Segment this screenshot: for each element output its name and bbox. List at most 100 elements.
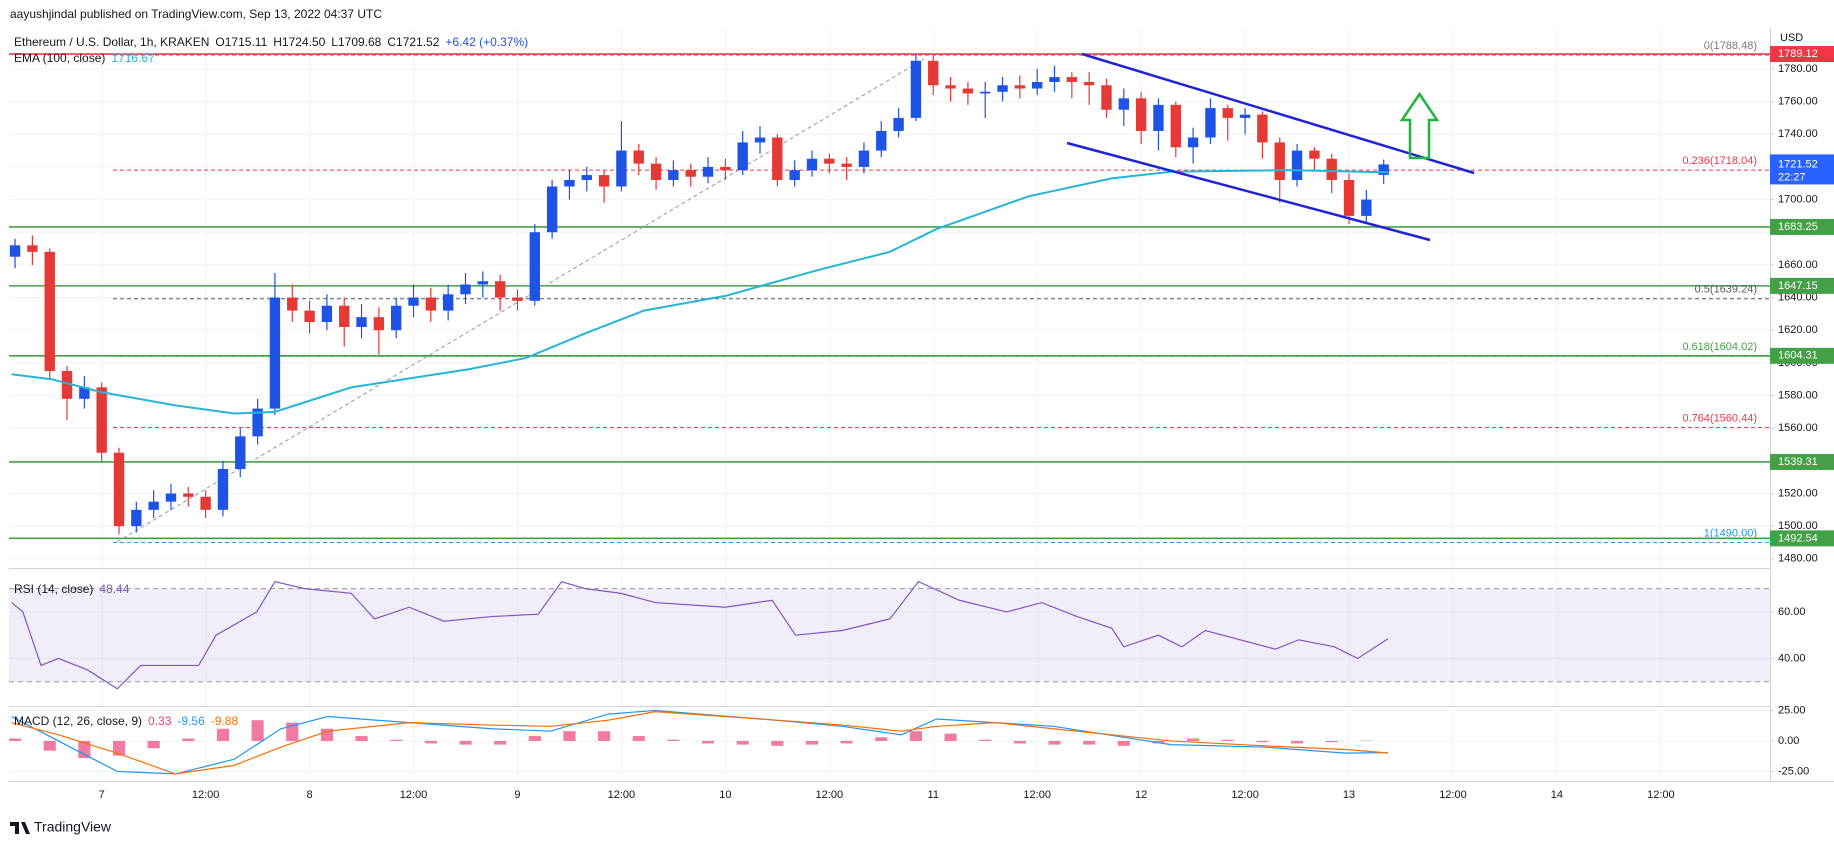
y-tick-label: 40.00 (1778, 652, 1806, 664)
macd-hist-bar (632, 736, 645, 741)
candle-body (61, 371, 73, 399)
rsi-legend: RSI (14, close) 48.44 (14, 582, 135, 596)
macd-value: -9.56 (177, 714, 205, 728)
candle-body (806, 158, 818, 171)
candle-body (529, 232, 540, 301)
symbol: Ethereum / U.S. Dollar, 1h, KRAKEN (14, 35, 210, 49)
x-tick-label: 12 (1135, 789, 1147, 801)
macd-hist-bar (701, 740, 715, 744)
fib-label: 0.5(1639.24) (1695, 284, 1757, 296)
level-tag-label: 1683.25 (1778, 221, 1818, 233)
fib-label: 0.236(1718.04) (1682, 155, 1757, 167)
candle-body (1101, 85, 1112, 110)
candle-body (772, 137, 783, 180)
candle-body (1257, 114, 1268, 143)
ema-line (11, 169, 1389, 415)
candle-body (980, 91, 991, 94)
open: O1715.11 (215, 35, 268, 49)
macd-hist-bar (1187, 738, 1200, 741)
candle-body (650, 163, 662, 180)
candle-body (1014, 85, 1026, 89)
y-tick-label: 1560.00 (1778, 422, 1818, 434)
logo-mark (10, 822, 30, 834)
candle-body (27, 245, 38, 252)
candle-body (668, 170, 679, 180)
candle-body (373, 317, 385, 331)
level-tag (1770, 453, 1834, 470)
last-price-tag (1770, 154, 1834, 185)
x-tick-label: 7 (99, 789, 105, 801)
macd-hist-bar (43, 740, 56, 751)
y-tick-label: 1620.00 (1778, 324, 1818, 336)
macd-hist-bar (1256, 740, 1269, 743)
publisher: aayushjindal published on TradingView.co… (10, 7, 388, 21)
candle-body (1343, 179, 1355, 216)
x-tick-label: 10 (719, 789, 731, 801)
macd-hist-bar (840, 740, 853, 744)
macd-name: MACD (12, 26, close, 9) (14, 714, 143, 728)
candle-body (1118, 98, 1130, 110)
macd-hist-bar (355, 736, 368, 741)
macd-hist-bar (771, 740, 784, 746)
channel-lower (1066, 141, 1431, 242)
macd-hist-bar (182, 738, 195, 741)
x-tick-label: 12:00 (1231, 789, 1259, 801)
candle-body (910, 60, 922, 118)
y-tick-label: 0.00 (1778, 735, 1799, 747)
y-tick-label: 25.00 (1778, 704, 1806, 716)
candle-body (1309, 150, 1320, 159)
candle-body (945, 85, 956, 89)
level-tag-label: 1647.15 (1778, 280, 1818, 292)
candle-body (1205, 108, 1216, 138)
candle-body (304, 310, 315, 323)
macd-hist-bar (390, 739, 403, 741)
candle-body (581, 175, 592, 180)
candle-body (928, 60, 939, 86)
x-tick-label: 12:00 (400, 789, 428, 801)
candle-body (876, 130, 887, 151)
candle-body (824, 158, 835, 164)
macd-hist-bar (459, 740, 472, 745)
candle-body (1274, 142, 1285, 180)
levels: 0(1788.48) 0.236(1718.04) 0.5(1639.24) 0.61… (9, 40, 1770, 544)
ema-legend: EMA (100, close) 1716.67 (14, 51, 161, 65)
candle-body (789, 170, 800, 180)
level-tag (1770, 46, 1834, 63)
x-tick-label: 12:00 (816, 789, 844, 801)
x-tick-label: 14 (1551, 789, 1563, 801)
candle-body (148, 501, 159, 510)
ema-name: EMA (100, close) (14, 51, 106, 65)
candle-body (858, 150, 870, 167)
candle-body (962, 88, 974, 94)
candle-body (1049, 77, 1060, 82)
y-tick-label: 1520.00 (1778, 487, 1818, 499)
last-price: 1721.52 (1778, 158, 1818, 170)
candle-body (1153, 104, 1164, 131)
candle-body (1378, 164, 1389, 175)
y-tick-label: 1660.00 (1778, 259, 1818, 271)
macd-hist-bar (1117, 740, 1130, 746)
macd-hist-bar (563, 731, 576, 741)
y-tick-label: 1580.00 (1778, 389, 1818, 401)
change: +6.42 (+0.37%) (445, 35, 529, 49)
macd-hist-bar (875, 737, 888, 741)
level-tag-label: 1539.31 (1778, 456, 1818, 468)
publisher-text: aayushjindal published on TradingView.co… (10, 7, 383, 21)
macd-hist-bar (251, 720, 264, 741)
candle-body (1361, 199, 1372, 216)
macd-hist-bar (979, 739, 992, 741)
level-tag (1770, 277, 1834, 294)
macd-hist-bar (424, 740, 437, 744)
y-tick-label: 1700.00 (1778, 193, 1818, 205)
ema-value: 1716.67 (111, 51, 155, 65)
candle-body (390, 305, 402, 331)
candle-body (633, 150, 644, 164)
macd-hist-bar (1325, 740, 1338, 743)
macd-hist-bar (1290, 740, 1304, 744)
candle-body (841, 163, 852, 167)
countdown: 22:27 (1778, 171, 1806, 183)
macd-legend: MACD (12, 26, close, 9) 0.33 -9.56 -9.88 (14, 714, 244, 728)
candle-body (9, 245, 21, 257)
candle-body (1170, 104, 1181, 148)
